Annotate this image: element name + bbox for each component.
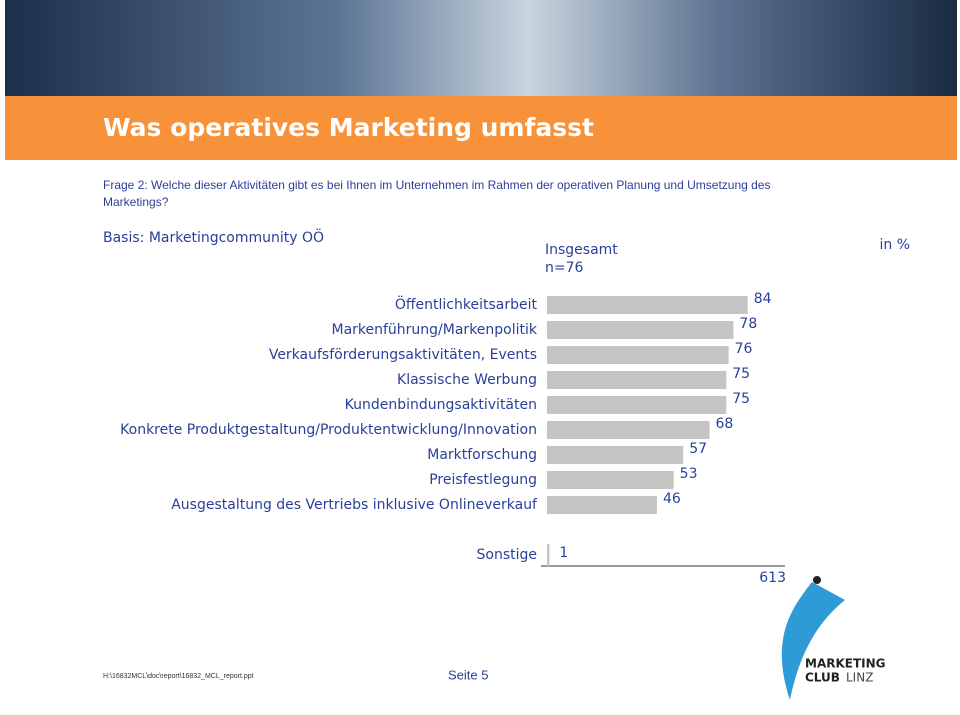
category-label: Markenführung/Markenpolitik bbox=[331, 322, 537, 338]
bar bbox=[547, 346, 729, 364]
bar bbox=[547, 446, 684, 464]
basis: Basis: Marketingcommunity OÖ bbox=[103, 228, 324, 246]
bar bbox=[547, 544, 550, 566]
category-label: Öffentlichkeitsarbeit bbox=[395, 295, 538, 313]
page-number: Seite 5 bbox=[448, 667, 488, 682]
category-label: Konkrete Produktgestaltung/Produktentwic… bbox=[120, 422, 537, 438]
bar bbox=[547, 296, 748, 314]
category-label: Klassische Werbung bbox=[397, 372, 537, 388]
title: Was operatives Marketing umfasst bbox=[103, 113, 594, 142]
value-label: 53 bbox=[680, 466, 698, 482]
category-label: Kundenbindungsaktivitäten bbox=[345, 397, 537, 413]
question: Marketings? bbox=[103, 195, 169, 209]
value-label: 68 bbox=[716, 416, 734, 432]
logo-text: CLUB bbox=[805, 671, 840, 685]
header-photo bbox=[5, 0, 957, 96]
total: 613 bbox=[759, 570, 786, 586]
bar bbox=[547, 496, 657, 514]
header-band bbox=[5, 96, 957, 160]
value-label: 1 bbox=[559, 545, 568, 561]
logo-swoosh bbox=[781, 582, 845, 700]
value-label: 76 bbox=[735, 341, 753, 357]
value-label: 84 bbox=[754, 291, 772, 307]
bar bbox=[547, 421, 710, 439]
logo-text: MARKETING bbox=[805, 657, 886, 671]
value-label: 75 bbox=[732, 391, 750, 407]
category-label: Ausgestaltung des Vertriebs inklusive On… bbox=[171, 497, 538, 513]
unit: in % bbox=[879, 237, 910, 253]
bar bbox=[547, 471, 674, 489]
value-label: 75 bbox=[732, 366, 750, 382]
category-label: Marktforschung bbox=[427, 447, 537, 463]
sample-size: n=76 bbox=[545, 260, 584, 276]
category-label: Sonstige bbox=[477, 547, 538, 563]
logo-text: LINZ bbox=[846, 671, 873, 685]
bar bbox=[547, 371, 727, 389]
bar bbox=[547, 321, 734, 339]
bar bbox=[547, 396, 727, 414]
logo-figure bbox=[813, 576, 821, 584]
category-label: Preisfestlegung bbox=[429, 472, 537, 488]
value-label: 78 bbox=[739, 316, 757, 332]
category-label: Verkaufsförderungsaktivitäten, Events bbox=[269, 347, 537, 363]
column-label: Insgesamt bbox=[545, 242, 618, 258]
question: Frage 2: Welche dieser Aktivitäten gibt … bbox=[103, 178, 770, 192]
value-label: 57 bbox=[689, 441, 707, 457]
value-label: 46 bbox=[663, 491, 681, 507]
file-path: H:\16832MCL\doc\report\16832_MCL_report.… bbox=[103, 673, 254, 680]
logo: MARKETING CLUB LINZ bbox=[781, 576, 886, 700]
